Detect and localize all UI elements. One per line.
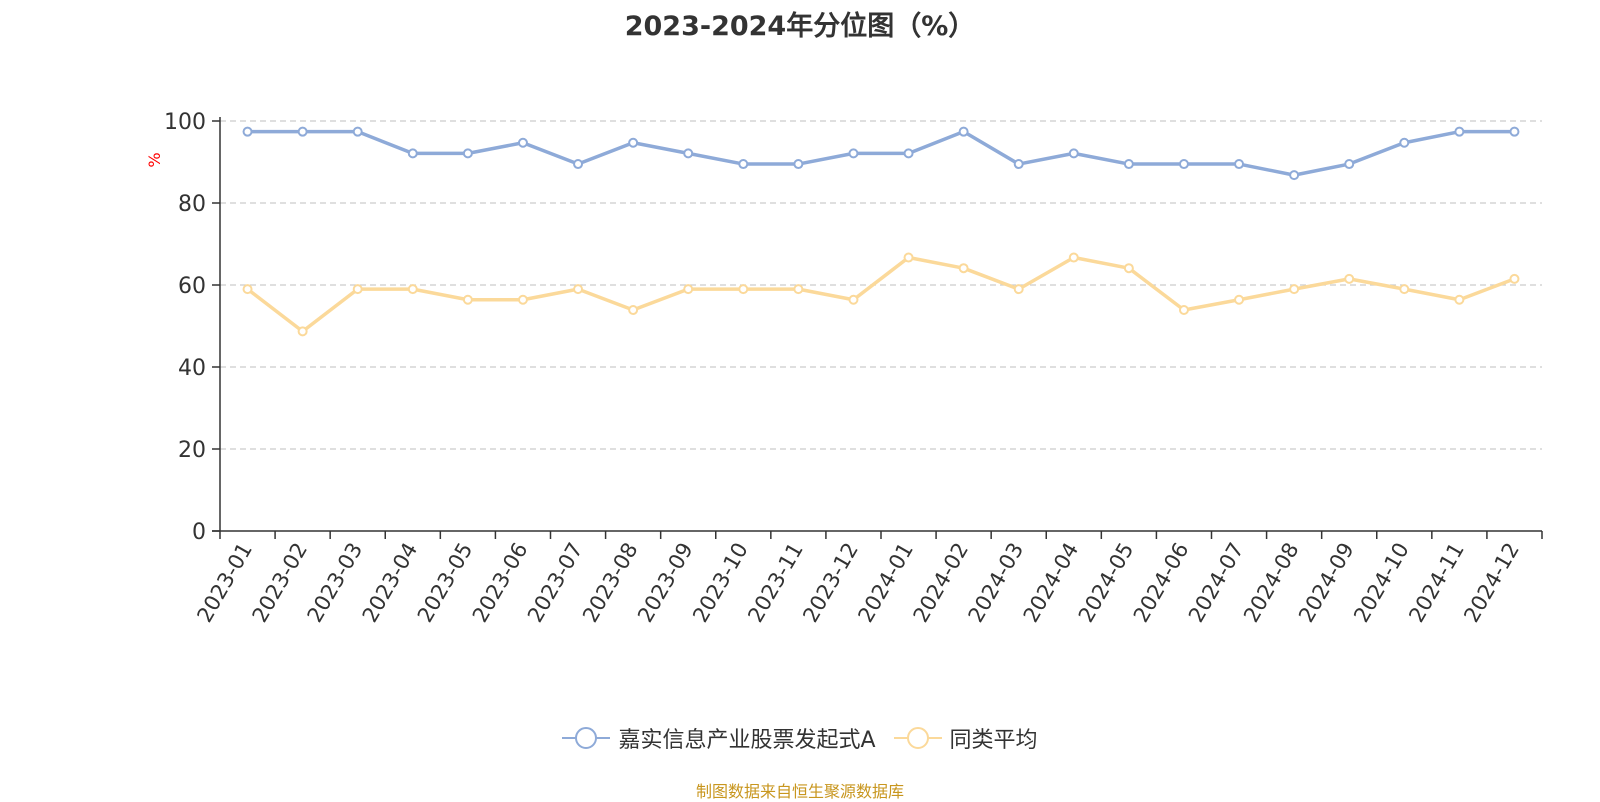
data-point-1-19[interactable] — [1289, 284, 1300, 295]
data-point-0-11[interactable] — [848, 148, 859, 159]
y-tick-label: 20 — [178, 438, 206, 463]
gridlines — [220, 120, 1542, 450]
data-point-0-5[interactable] — [517, 137, 528, 148]
data-point-1-20[interactable] — [1344, 273, 1355, 284]
y-axis-label: % — [145, 152, 164, 167]
data-point-1-3[interactable] — [407, 284, 418, 295]
data-point-1-18[interactable] — [1234, 294, 1245, 305]
data-point-1-2[interactable] — [352, 284, 363, 295]
data-point-0-18[interactable] — [1234, 159, 1245, 170]
data-point-0-0[interactable] — [242, 126, 253, 137]
data-point-1-6[interactable] — [573, 284, 584, 295]
data-point-1-23[interactable] — [1509, 273, 1520, 284]
data-point-1-10[interactable] — [793, 284, 804, 295]
source-note: 制图数据来自恒生聚源数据库 — [695, 782, 904, 801]
data-point-1-21[interactable] — [1399, 284, 1410, 295]
data-point-1-22[interactable] — [1454, 294, 1465, 305]
legend-item-average[interactable]: 同类平均 — [893, 722, 1038, 754]
series-line-0 — [247, 129, 1515, 177]
data-point-0-2[interactable] — [352, 126, 363, 137]
data-point-0-13[interactable] — [958, 126, 969, 137]
data-point-1-12[interactable] — [903, 252, 914, 263]
data-point-0-9[interactable] — [738, 159, 749, 170]
data-point-1-0[interactable] — [242, 284, 253, 295]
data-point-1-14[interactable] — [1013, 284, 1024, 295]
legend-item-fund[interactable]: 嘉实信息产业股票发起式A — [562, 722, 876, 754]
y-tick-label: 40 — [178, 356, 206, 381]
data-point-0-14[interactable] — [1013, 159, 1024, 170]
data-point-0-23[interactable] — [1509, 126, 1520, 137]
y-tick-label: 0 — [192, 520, 206, 545]
data-point-0-20[interactable] — [1344, 159, 1355, 170]
data-point-0-1[interactable] — [297, 126, 308, 137]
y-tick-label: 60 — [178, 274, 206, 299]
legend-marker-average — [893, 727, 942, 749]
data-point-0-6[interactable] — [573, 159, 584, 170]
axes: 0204060801002023-012023-022023-032023-04… — [164, 110, 1543, 627]
y-tick-label: 80 — [178, 192, 206, 217]
data-point-1-5[interactable] — [517, 294, 528, 305]
data-point-1-13[interactable] — [958, 263, 969, 274]
data-point-0-15[interactable] — [1068, 148, 1079, 159]
data-point-1-1[interactable] — [297, 326, 308, 337]
legend-label-average: 同类平均 — [949, 728, 1038, 753]
data-point-1-16[interactable] — [1123, 263, 1134, 274]
x-tick-label: 2024-12 — [1459, 539, 1524, 627]
data-point-1-9[interactable] — [738, 284, 749, 295]
legend: 嘉实信息产业股票发起式A 同类平均 — [0, 722, 1600, 754]
data-point-0-8[interactable] — [683, 148, 694, 159]
data-point-1-7[interactable] — [628, 305, 639, 316]
series — [242, 126, 1520, 337]
data-point-1-15[interactable] — [1068, 252, 1079, 263]
data-point-0-17[interactable] — [1178, 159, 1189, 170]
data-point-0-19[interactable] — [1289, 170, 1300, 181]
data-point-1-17[interactable] — [1178, 305, 1189, 316]
data-point-0-10[interactable] — [793, 159, 804, 170]
data-point-0-3[interactable] — [407, 148, 418, 159]
data-point-1-8[interactable] — [683, 284, 694, 295]
data-point-1-4[interactable] — [462, 294, 473, 305]
data-point-0-4[interactable] — [462, 148, 473, 159]
y-tick-label: 100 — [164, 110, 206, 135]
legend-marker-fund — [562, 727, 611, 749]
data-point-0-16[interactable] — [1123, 159, 1134, 170]
data-point-0-21[interactable] — [1399, 137, 1410, 148]
series-line-1 — [246, 255, 1516, 334]
data-point-1-11[interactable] — [848, 294, 859, 305]
data-point-0-12[interactable] — [903, 148, 914, 159]
data-point-0-7[interactable] — [628, 137, 639, 148]
chart-title: 2023-2024年分位图（%） — [624, 11, 976, 42]
data-point-0-22[interactable] — [1454, 126, 1465, 137]
legend-label-fund: 嘉实信息产业股票发起式A — [618, 728, 876, 753]
